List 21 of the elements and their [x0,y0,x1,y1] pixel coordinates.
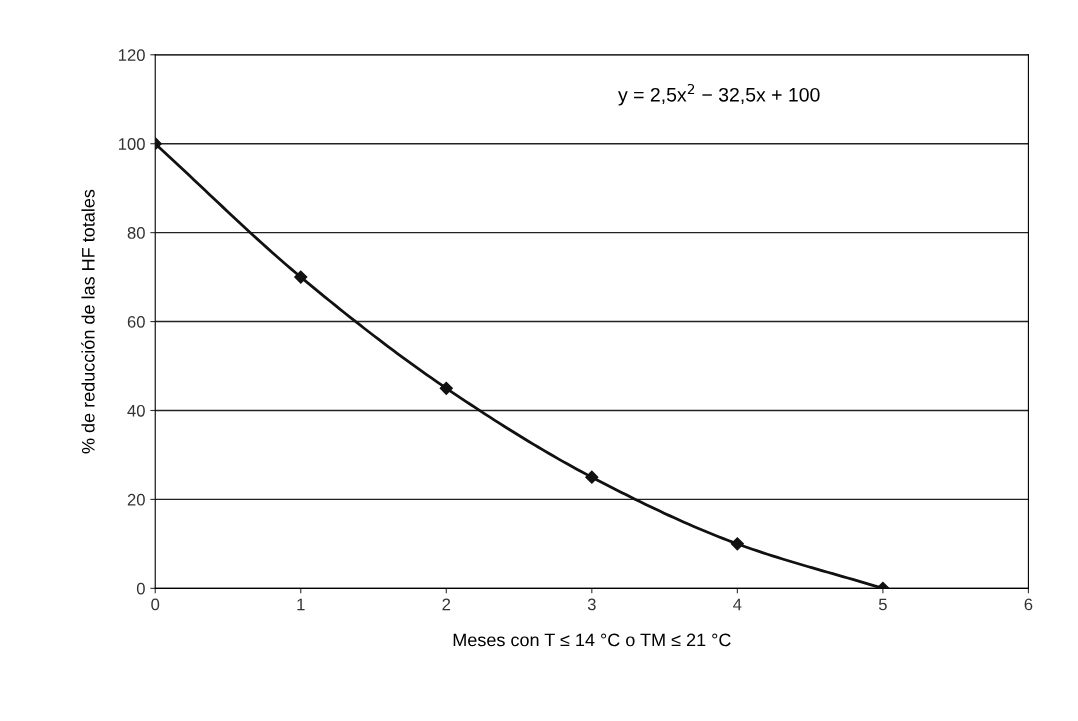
point [585,470,599,484]
x-tick-label: 3 [587,598,596,611]
y-tick-label: 0 [136,582,145,595]
y-axis-title: % de reducción de las HF totales [81,189,95,454]
y-tick-label: 40 [127,404,145,417]
x-axis-title: Meses con T ≤ 14 °C o TM ≤ 21 °C [453,633,731,647]
y-tick-label: 60 [127,315,145,328]
x-tick-label: 1 [297,598,305,611]
x-tick-label: 4 [733,598,742,611]
point [439,381,453,395]
annotation: y = 2,5x$^{2}$ − 32,5x + 100 [618,83,820,106]
y-tick-label: 100 [118,138,145,150]
y-tick-label: 120 [118,49,145,61]
point [730,537,744,551]
x-tick-label: 5 [878,598,887,611]
x-tick-label: 2 [442,598,451,611]
y-tick-label: 80 [127,227,145,239]
y-tick-label: 20 [127,493,145,506]
x-tick-label: 6 [1024,598,1033,611]
x-tick-label: 0 [151,598,160,611]
point [294,270,308,284]
